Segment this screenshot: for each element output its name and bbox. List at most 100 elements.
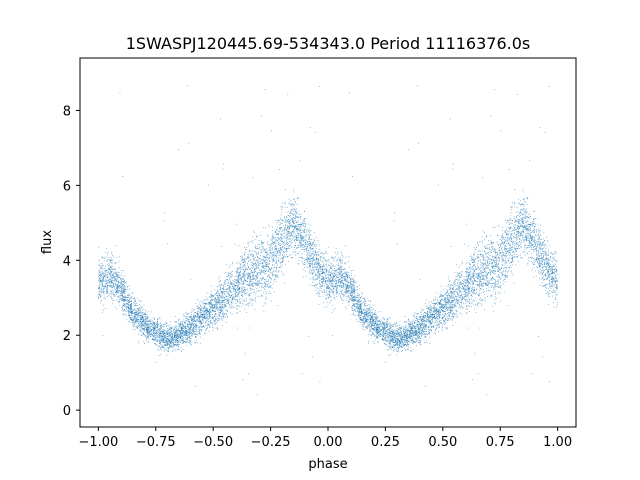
data-point	[529, 234, 530, 236]
data-point	[426, 342, 428, 344]
data-point	[278, 270, 279, 272]
data-point	[277, 250, 279, 252]
data-point	[284, 202, 286, 204]
data-point	[238, 269, 240, 270]
data-point	[530, 227, 531, 229]
data-point	[466, 299, 468, 301]
data-point	[525, 221, 527, 223]
data-point	[105, 270, 106, 271]
data-point	[416, 85, 418, 87]
data-point	[467, 288, 469, 290]
data-point	[223, 285, 224, 286]
data-point	[201, 315, 203, 317]
data-point	[352, 290, 353, 291]
data-point	[276, 261, 277, 263]
data-point	[409, 322, 411, 324]
data-point	[416, 312, 418, 314]
data-point	[238, 288, 240, 290]
data-point	[409, 327, 411, 329]
data-point	[376, 337, 378, 339]
data-point	[540, 239, 541, 241]
data-point	[263, 288, 265, 290]
data-point	[466, 294, 468, 296]
data-point	[384, 333, 386, 335]
data-point	[273, 243, 275, 245]
data-point	[420, 329, 422, 331]
data-point	[222, 307, 224, 309]
data-point	[149, 335, 151, 337]
data-point	[108, 262, 110, 264]
data-point	[472, 269, 474, 271]
data-point	[340, 262, 341, 264]
data-point	[244, 260, 246, 262]
data-point	[521, 257, 523, 259]
data-point	[324, 265, 326, 267]
data-point	[292, 238, 294, 240]
data-point	[533, 219, 534, 221]
data-point	[373, 308, 374, 310]
data-point	[458, 304, 460, 306]
data-point	[527, 197, 528, 198]
data-point	[300, 234, 302, 236]
data-point	[407, 334, 409, 335]
data-point	[493, 288, 495, 290]
data-point	[519, 204, 521, 205]
data-point	[394, 347, 395, 349]
data-point	[338, 281, 340, 283]
data-point	[116, 271, 118, 273]
data-point	[513, 217, 515, 219]
data-point	[400, 334, 402, 336]
data-point	[413, 325, 415, 327]
data-point	[236, 294, 238, 296]
data-point	[123, 291, 124, 293]
data-point	[513, 254, 515, 256]
data-point	[186, 333, 188, 335]
data-point	[383, 329, 385, 331]
data-point	[534, 223, 536, 225]
data-point	[352, 278, 354, 280]
data-point	[501, 247, 503, 249]
data-point	[483, 269, 485, 271]
data-point	[428, 315, 430, 317]
data-point	[272, 247, 273, 249]
data-point	[520, 242, 522, 244]
data-point	[339, 273, 341, 275]
data-point	[227, 282, 229, 284]
data-point	[357, 297, 359, 298]
data-point	[487, 258, 489, 260]
data-point	[448, 315, 450, 317]
data-point	[446, 291, 448, 292]
data-point	[125, 310, 127, 312]
data-point	[540, 263, 542, 264]
data-point	[147, 327, 149, 329]
data-point	[290, 246, 292, 248]
data-point	[424, 335, 426, 337]
data-point	[182, 332, 183, 334]
data-point	[212, 304, 214, 306]
data-point	[435, 318, 436, 320]
data-point	[287, 231, 289, 233]
data-point	[149, 327, 151, 328]
data-point	[107, 289, 108, 291]
data-point	[466, 313, 468, 314]
data-point	[321, 278, 323, 279]
data-point	[261, 279, 263, 280]
data-point	[429, 343, 431, 344]
data-point	[361, 315, 363, 316]
data-point	[257, 248, 258, 249]
data-point	[351, 293, 353, 295]
data-point	[378, 335, 380, 336]
data-point	[359, 306, 361, 308]
data-point	[367, 319, 369, 320]
data-point	[268, 260, 270, 262]
data-point	[545, 285, 547, 286]
data-point	[102, 273, 104, 274]
data-point	[376, 336, 378, 338]
data-point	[287, 206, 288, 208]
data-point	[383, 322, 385, 323]
data-point	[531, 253, 533, 255]
data-point	[553, 265, 555, 267]
data-point	[398, 344, 400, 346]
data-point	[103, 287, 105, 289]
data-point	[269, 247, 271, 249]
